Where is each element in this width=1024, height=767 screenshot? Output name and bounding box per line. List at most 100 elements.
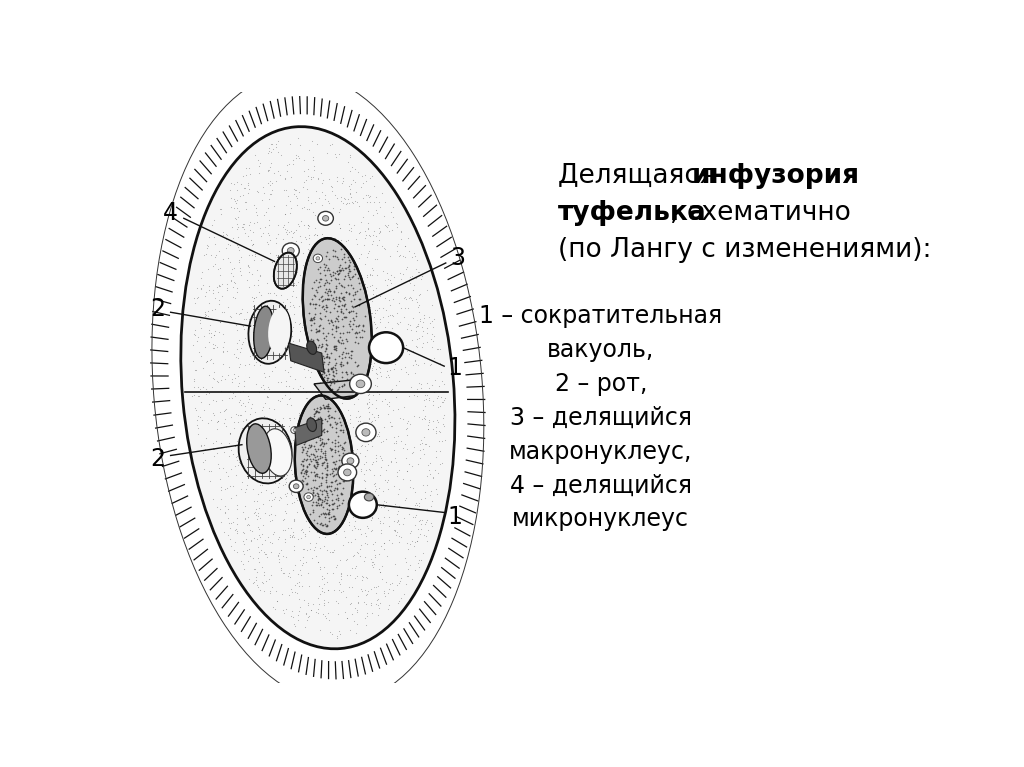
Point bbox=[357, 379, 374, 391]
Point bbox=[389, 318, 406, 330]
Point bbox=[406, 247, 422, 259]
Point bbox=[229, 211, 246, 223]
Point bbox=[411, 332, 427, 344]
Point bbox=[293, 524, 309, 536]
Point bbox=[309, 524, 326, 536]
Point bbox=[327, 304, 343, 316]
Ellipse shape bbox=[273, 252, 297, 288]
Point bbox=[365, 389, 381, 401]
Point bbox=[261, 145, 278, 157]
Point bbox=[303, 482, 319, 494]
Point bbox=[205, 337, 221, 350]
Point bbox=[254, 519, 270, 532]
Point bbox=[291, 407, 307, 420]
Point bbox=[267, 288, 284, 301]
Point bbox=[321, 402, 337, 414]
Point bbox=[322, 287, 338, 299]
Point bbox=[368, 452, 384, 464]
Point bbox=[369, 204, 385, 216]
Point bbox=[241, 281, 257, 293]
Point bbox=[240, 395, 256, 407]
Point bbox=[357, 598, 374, 611]
Point bbox=[327, 370, 343, 383]
Point bbox=[313, 407, 330, 420]
Point bbox=[386, 342, 402, 354]
Point bbox=[333, 358, 349, 370]
Point bbox=[330, 314, 346, 326]
Point bbox=[328, 273, 344, 285]
Point bbox=[227, 308, 244, 320]
Point bbox=[193, 440, 209, 453]
Point bbox=[390, 464, 407, 476]
Point bbox=[257, 463, 273, 476]
Point bbox=[382, 364, 398, 377]
Point bbox=[407, 367, 423, 380]
Point bbox=[267, 420, 284, 433]
Point bbox=[259, 147, 275, 160]
Point bbox=[239, 533, 255, 545]
Point bbox=[355, 571, 372, 584]
Point bbox=[425, 471, 441, 483]
Point bbox=[326, 515, 342, 528]
Point bbox=[300, 611, 316, 623]
Point bbox=[373, 288, 389, 300]
Point bbox=[332, 327, 348, 339]
Point bbox=[364, 556, 380, 568]
Point bbox=[312, 562, 329, 574]
Point bbox=[308, 419, 325, 431]
Point bbox=[351, 200, 368, 212]
Point bbox=[196, 463, 212, 475]
Point bbox=[428, 482, 444, 495]
Point bbox=[395, 442, 412, 454]
Point bbox=[291, 579, 307, 591]
Point bbox=[216, 483, 232, 495]
Point bbox=[346, 259, 362, 272]
Point bbox=[304, 278, 321, 291]
Point bbox=[336, 454, 352, 466]
Point bbox=[342, 188, 358, 200]
Point bbox=[326, 333, 342, 345]
Point bbox=[303, 412, 319, 424]
Point bbox=[244, 291, 260, 304]
Point bbox=[334, 312, 350, 324]
Point bbox=[257, 370, 273, 383]
Point bbox=[344, 161, 360, 173]
Point bbox=[216, 526, 232, 538]
Point bbox=[340, 263, 356, 275]
Point bbox=[311, 338, 328, 351]
Point bbox=[199, 384, 215, 397]
Point bbox=[304, 341, 321, 353]
Point bbox=[294, 580, 310, 592]
Point bbox=[354, 331, 371, 343]
Point bbox=[348, 411, 365, 423]
Point bbox=[378, 356, 394, 368]
Point bbox=[295, 258, 311, 271]
Point bbox=[334, 397, 350, 410]
Point bbox=[365, 284, 381, 296]
Point bbox=[208, 435, 224, 447]
Point bbox=[328, 321, 344, 333]
Point bbox=[242, 350, 258, 362]
Point bbox=[310, 406, 327, 418]
Point bbox=[327, 295, 343, 307]
Point bbox=[339, 612, 355, 624]
Point bbox=[186, 324, 203, 336]
Point bbox=[386, 499, 402, 511]
Point bbox=[314, 358, 331, 370]
Point bbox=[343, 524, 359, 536]
Point bbox=[338, 286, 354, 298]
Point bbox=[317, 451, 334, 463]
Point bbox=[229, 202, 246, 214]
Point bbox=[261, 401, 278, 413]
Point bbox=[234, 453, 251, 466]
Point bbox=[417, 486, 433, 498]
Point bbox=[311, 326, 328, 338]
Point bbox=[352, 292, 369, 304]
Point bbox=[288, 476, 304, 489]
Point bbox=[297, 427, 313, 439]
Point bbox=[313, 337, 330, 350]
Point bbox=[374, 240, 390, 252]
Point bbox=[350, 393, 367, 405]
Point bbox=[246, 563, 262, 575]
Point bbox=[356, 324, 373, 337]
